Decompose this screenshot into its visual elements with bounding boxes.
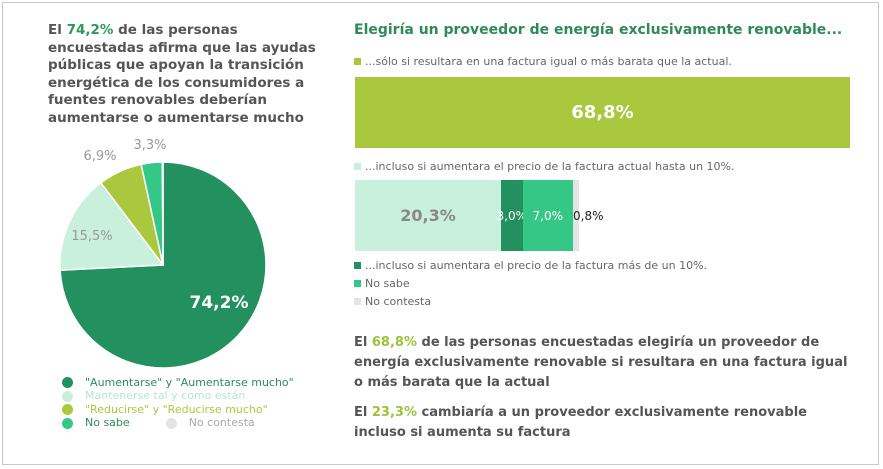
- bar-legend-label: ...incluso si aumentara el precio de la …: [365, 160, 735, 173]
- pie-data-label: 6,9%: [83, 149, 116, 164]
- legend-row: "Reducirse" y "Reducirse mucho": [62, 403, 318, 417]
- legend-dot-icon: [165, 417, 177, 429]
- bar-segment: 3,0%: [497, 180, 527, 251]
- legend-square-icon: [354, 262, 361, 269]
- bar-segment: 68,8%: [355, 77, 850, 148]
- bar-legend-label: ...sólo si resultara en una factura igua…: [365, 55, 732, 68]
- bar-segment: 0,8%: [573, 180, 604, 251]
- bar-legend-item: ...incluso si aumentara el precio de la …: [354, 160, 735, 173]
- pie-data-label: 3,3%: [133, 138, 166, 153]
- legend-square-icon: [354, 163, 361, 170]
- intro-highlight: 74,2%: [66, 22, 114, 38]
- legend-label: No contesta: [188, 416, 255, 430]
- bar-chart-title: Elegiría un proveedor de energía exclusi…: [354, 22, 843, 38]
- bar-legend-item: ...sólo si resultara en una factura igua…: [354, 55, 732, 68]
- legend-square-icon: [354, 280, 361, 287]
- pie-slice: [161, 161, 164, 266]
- legend-dot-icon: [62, 390, 73, 402]
- bar-legend-item: No sabe: [354, 277, 410, 290]
- bar-legend-label: ...incluso si aumentara el precio de la …: [365, 259, 708, 272]
- bar-legend-item: No contesta: [354, 295, 431, 308]
- legend-row: Mantenerse tal y como están: [62, 389, 318, 404]
- bar-data-label: 0,8%: [573, 208, 604, 223]
- bar-legend-item: ...incluso si aumentara el precio de la …: [354, 259, 707, 272]
- pie-data-label: 15,5%: [71, 229, 112, 244]
- bar-data-label: 3,0%: [496, 208, 528, 223]
- legend-dot-icon: [62, 377, 73, 389]
- legend-square-icon: [354, 298, 361, 305]
- legend-row: No sabe No contesta: [62, 416, 318, 431]
- pie-data-label: 74,2%: [190, 293, 249, 313]
- legend-dot-icon: [62, 417, 73, 429]
- note-2: El 23,3% cambiaría a un proveedor exclus…: [354, 405, 807, 440]
- legend-label: "Aumentarse" y "Aumentarse mucho": [85, 375, 294, 389]
- legend-dot-icon: [62, 404, 73, 416]
- legend-square-icon: [354, 58, 361, 65]
- bar-legend-label: No contesta: [365, 295, 432, 308]
- legend-row: "Aumentarse" y "Aumentarse mucho": [62, 376, 318, 390]
- bar-data-label: 20,3%: [400, 206, 456, 225]
- intro-text: El 74,2% de las personas encuestadas afi…: [48, 22, 316, 126]
- note-1: El 68,8% de las personas encuestadas ele…: [354, 335, 848, 390]
- bar-legend-label: No sabe: [365, 277, 410, 290]
- legend-label: No sabe: [85, 416, 130, 430]
- legend-label: "Reducirse" y "Reducirse mucho": [85, 402, 268, 416]
- bar-data-label: 68,8%: [571, 102, 634, 123]
- bar-data-label: 7,0%: [532, 208, 564, 223]
- bar-segment: 20,3%: [355, 180, 502, 251]
- pie-legend: "Aumentarse" y "Aumentarse mucho" Mantene…: [62, 376, 318, 430]
- bar-segment: 7,0%: [522, 180, 573, 251]
- pie-slice: [59, 181, 165, 271]
- legend-label: Mantenerse tal y como están: [85, 389, 246, 403]
